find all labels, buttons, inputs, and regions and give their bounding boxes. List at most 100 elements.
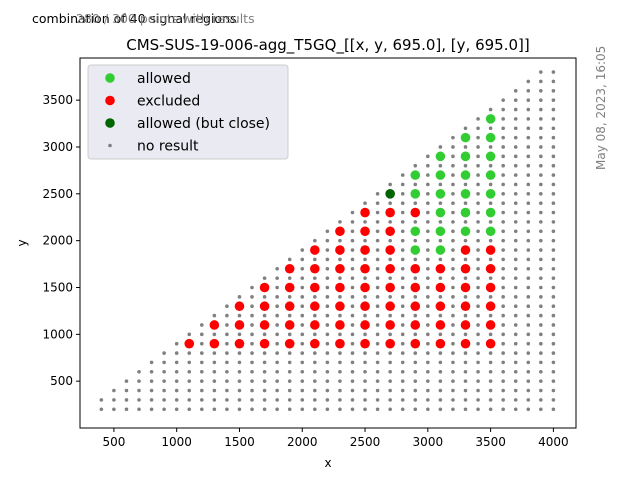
- allowed-point: [460, 189, 471, 199]
- no-result-point: [363, 295, 367, 299]
- no-result-point: [338, 398, 342, 402]
- excluded-point: [310, 263, 320, 274]
- no-result-point: [250, 295, 254, 299]
- no-result-point: [212, 351, 217, 355]
- no-result-point: [375, 388, 380, 393]
- excluded-point: [335, 301, 345, 312]
- no-result-point: [438, 360, 443, 365]
- no-result-point: [300, 323, 305, 327]
- excluded-point: [360, 320, 370, 330]
- no-result-point: [400, 192, 405, 196]
- excluded-point: [310, 282, 320, 293]
- no-result-point: [112, 388, 116, 393]
- no-result-point: [551, 98, 556, 102]
- no-result-point: [300, 248, 305, 252]
- no-result-point: [488, 182, 493, 187]
- no-result-point: [388, 276, 392, 280]
- no-result-point: [325, 304, 330, 309]
- excluded-point: [234, 320, 245, 330]
- no-result-point: [275, 304, 279, 309]
- no-result-point: [174, 398, 179, 402]
- no-result-point: [539, 163, 543, 168]
- no-result-point: [526, 323, 531, 327]
- no-result-point: [551, 407, 556, 412]
- no-result-point: [539, 407, 543, 412]
- no-result-point: [526, 220, 531, 224]
- no-result-point: [287, 332, 292, 337]
- no-result-point: [350, 388, 355, 393]
- no-result-point: [476, 117, 480, 121]
- no-result-point: [262, 379, 267, 383]
- no-result-point: [451, 135, 455, 140]
- no-result-point: [551, 126, 556, 131]
- no-result-point: [426, 173, 430, 177]
- no-result-point: [476, 388, 480, 393]
- excluded-point: [360, 245, 370, 255]
- excluded-point: [385, 207, 395, 218]
- no-result-point: [539, 201, 543, 205]
- no-result-point: [551, 229, 556, 234]
- no-result-point: [513, 173, 518, 177]
- no-result-point: [526, 210, 531, 215]
- no-result-point: [539, 276, 543, 280]
- no-result-point: [300, 257, 305, 262]
- no-result-point: [375, 360, 380, 365]
- no-result-point: [338, 360, 342, 365]
- no-result-point: [426, 276, 430, 280]
- no-result-point: [551, 135, 556, 140]
- no-result-point: [388, 201, 392, 205]
- no-result-point: [539, 266, 543, 271]
- no-result-point: [526, 229, 531, 234]
- no-result-point: [551, 398, 556, 402]
- no-result-point: [539, 210, 543, 215]
- no-result-point: [400, 351, 405, 355]
- no-result-point: [526, 360, 531, 365]
- no-result-point: [426, 341, 430, 346]
- excluded-point: [485, 320, 496, 330]
- no-result-point: [313, 369, 317, 374]
- no-result-point: [237, 379, 242, 383]
- no-result-point: [426, 182, 430, 187]
- no-result-point: [388, 398, 392, 402]
- no-result-point: [350, 313, 355, 318]
- no-result-point: [501, 163, 505, 168]
- x-tick-label: 1000: [161, 435, 192, 449]
- no-result-point: [551, 360, 556, 365]
- no-result-point: [250, 304, 254, 309]
- no-result-point: [488, 257, 493, 262]
- no-result-point: [476, 266, 480, 271]
- no-result-point: [488, 145, 493, 149]
- no-result-point: [476, 295, 480, 299]
- allowed-point: [410, 189, 421, 199]
- excluded-point: [460, 245, 471, 255]
- no-result-point: [438, 313, 443, 318]
- no-result-point: [287, 257, 292, 262]
- excluded-point: [385, 301, 395, 312]
- legend-excluded-marker: [105, 95, 115, 106]
- no-result-point: [363, 313, 367, 318]
- no-result-point: [526, 379, 531, 383]
- no-result-point: [501, 369, 505, 374]
- x-tick-label: 2500: [350, 435, 381, 449]
- no-result-point: [375, 313, 380, 318]
- allowed-point: [485, 132, 496, 143]
- no-result-point: [400, 201, 405, 205]
- no-result-point: [526, 332, 531, 337]
- no-result-point: [400, 285, 405, 290]
- no-result-point: [350, 220, 355, 224]
- excluded-point: [410, 301, 421, 312]
- no-result-point: [539, 220, 543, 224]
- no-result-point: [275, 266, 279, 271]
- excluded-point: [410, 263, 421, 274]
- no-result-point: [539, 229, 543, 234]
- no-result-point: [400, 323, 405, 327]
- no-result-point: [350, 210, 355, 215]
- no-result-point: [451, 173, 455, 177]
- no-result-point: [413, 220, 418, 224]
- no-result-point: [287, 407, 292, 412]
- no-result-point: [287, 276, 292, 280]
- excluded-point: [485, 263, 496, 274]
- no-result-point: [526, 276, 531, 280]
- no-result-point: [501, 98, 505, 102]
- no-result-point: [476, 201, 480, 205]
